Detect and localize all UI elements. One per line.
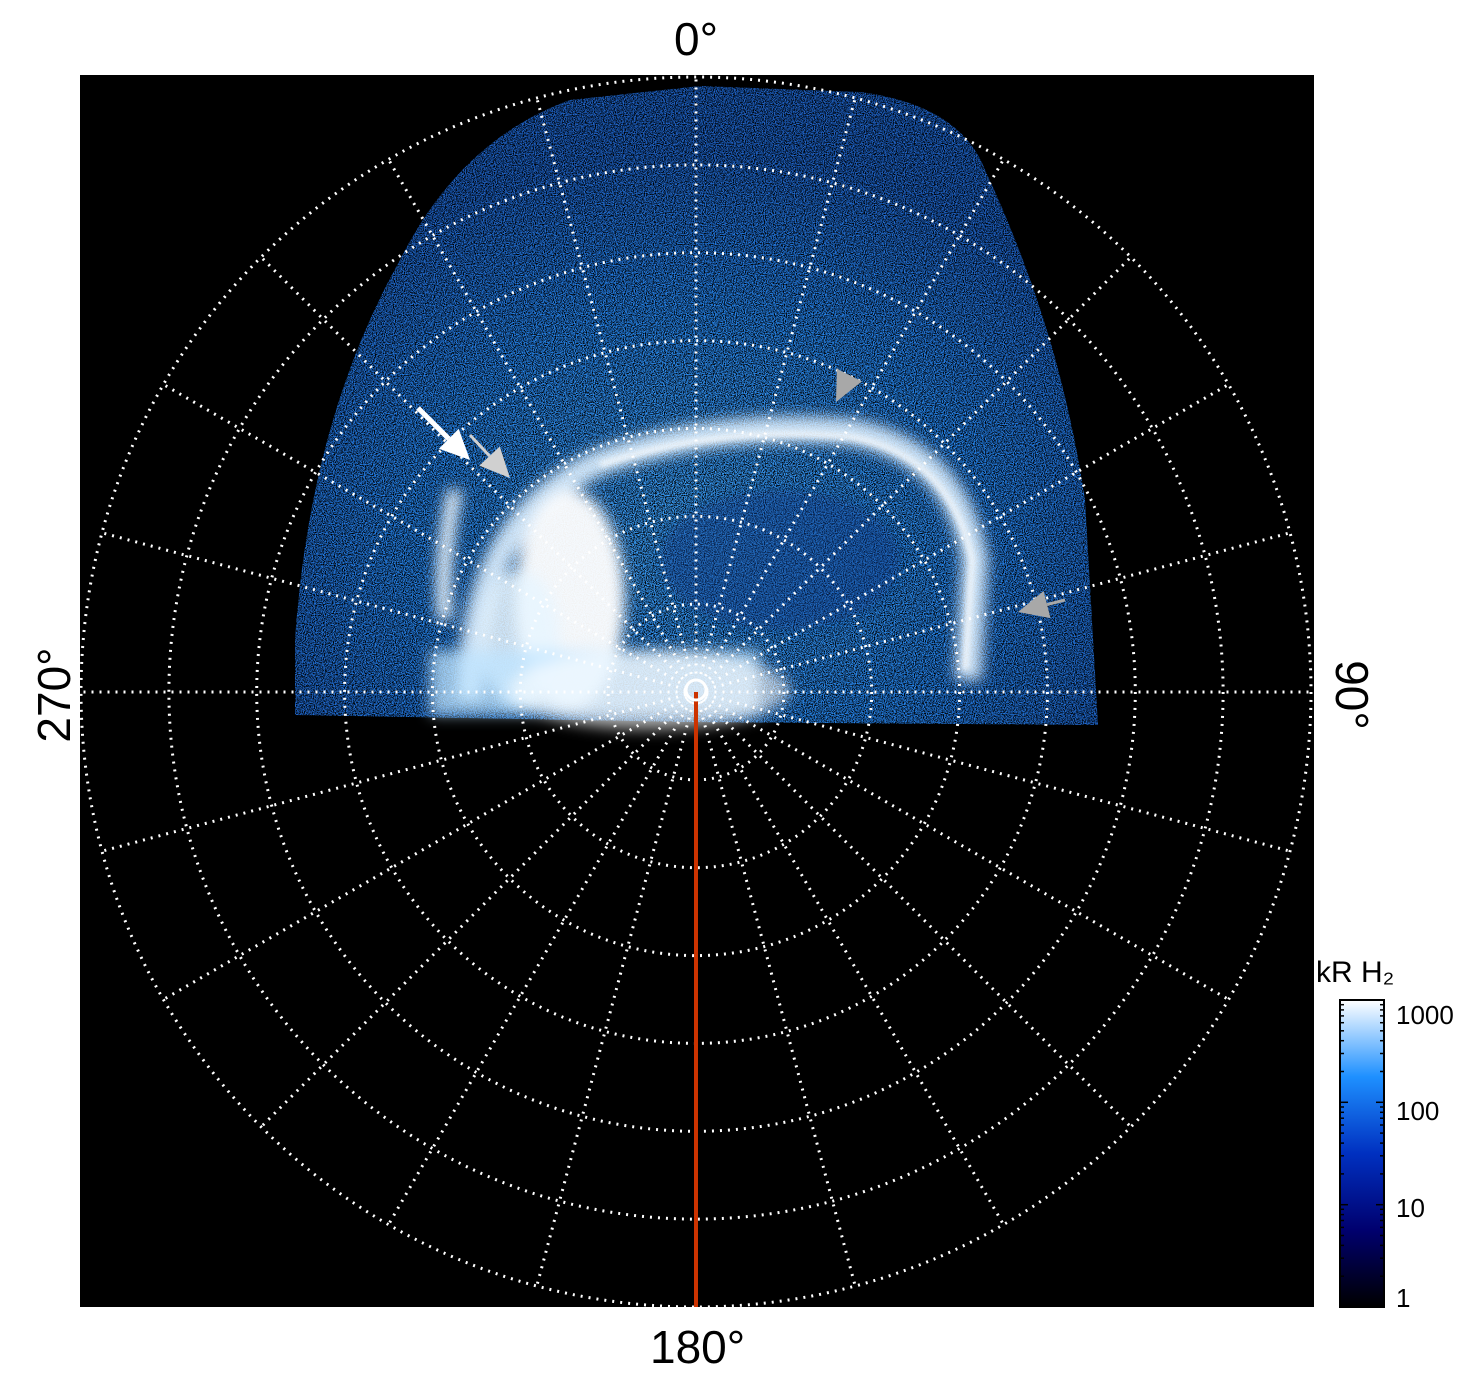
colorbar-minor-ticks (1340, 999, 1384, 1308)
grid-ring (430, 426, 962, 958)
annotation-arrows (416, 368, 1066, 619)
grid-ring (343, 339, 1049, 1045)
colorbar-tick-10: 10 (1396, 1193, 1425, 1223)
colorbar (1339, 999, 1385, 1308)
polar-cap-dark (660, 490, 900, 630)
colorbar-tick-1: 1 (1396, 1283, 1411, 1313)
grid-ring (80, 75, 1313, 1307)
azimuth-label-180: 180° (650, 1321, 746, 1373)
grid-ring (167, 163, 1225, 1221)
auroral-oval-core (599, 431, 976, 671)
pole-marker (684, 678, 708, 702)
annotation-arrow (468, 433, 510, 478)
colorbar-tick-1000: 1000 (1396, 1000, 1454, 1030)
annotation-arrow (836, 368, 862, 402)
grid-ring (518, 514, 874, 870)
colorbar-title: kR H₂ (1316, 956, 1395, 989)
azimuth-label-270: 270° (28, 647, 80, 743)
emission-image (295, 86, 1098, 730)
azimuth-label-90: 90° (1326, 660, 1378, 730)
auroral-oval-glow (430, 416, 989, 730)
annotation-arrow (1018, 591, 1066, 619)
annotation-arrow (416, 406, 470, 460)
colorbar-gradient (1339, 999, 1385, 1308)
azimuth-label-0: 0° (674, 13, 718, 65)
colorbar-tick-100: 100 (1396, 1096, 1440, 1126)
